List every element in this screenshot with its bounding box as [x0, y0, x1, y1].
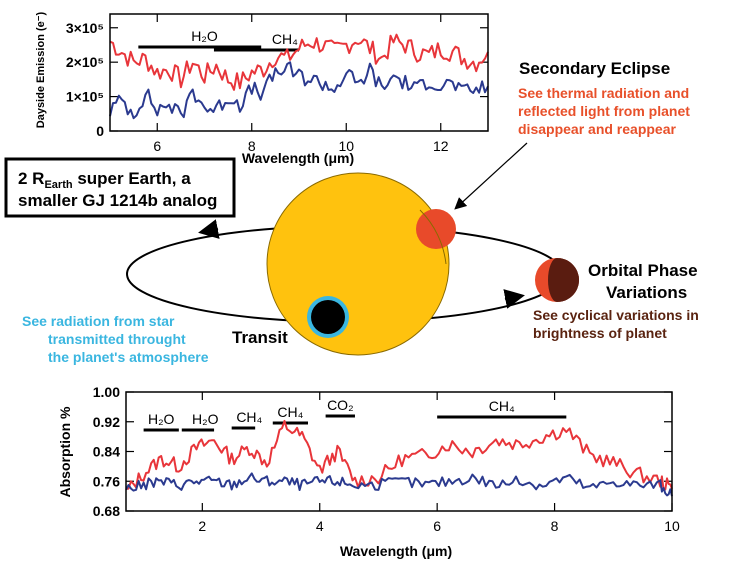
secondary-eclipse-line1: See thermal radiation and — [518, 85, 689, 101]
series-blue-line — [125, 472, 673, 497]
absorption-series — [125, 419, 673, 497]
y-tick-label: 0 — [96, 123, 104, 139]
y-tick-label: 0.68 — [93, 503, 120, 519]
secondary-eclipse-title: Secondary Eclipse — [519, 59, 670, 78]
y-tick-label: 0.92 — [93, 414, 120, 430]
y-tick-label: 1×10⁵ — [66, 89, 104, 105]
orbit-diagram: 2 REarth super Earth, a smaller GJ 1214b… — [4, 59, 699, 365]
emission-x-label: Wavelength (μm) — [242, 150, 354, 166]
transit-planet — [311, 300, 345, 334]
transit-line1: See radiation from star — [22, 313, 175, 329]
orbit-arrow-right-icon — [503, 289, 525, 309]
x-tick-label: 8 — [248, 138, 256, 154]
planet-box-line2: smaller GJ 1214b analog — [18, 191, 217, 210]
star-edge — [419, 209, 447, 265]
x-tick-label: 6 — [153, 138, 161, 154]
series-blue-line — [109, 61, 489, 120]
absorption-bands: H₂O H₂O CH₄ CH₄ CO₂ CH₄ — [143, 397, 567, 432]
absorption-plot-frame — [125, 391, 673, 512]
x-tick-label: 2 — [198, 518, 206, 534]
transit-title: Transit — [232, 328, 288, 347]
orbital-phase-line1: See cyclical variations in — [533, 307, 699, 323]
planet-box-line1: 2 REarth super Earth, a — [18, 169, 191, 191]
band-label: H₂O — [192, 411, 219, 427]
x-tick-label: 12 — [433, 138, 449, 154]
emission-chart: Dayside Emission (e⁻) 6 8 10 12 0 1×10⁵ 2×10⁵ 3… — [35, 11, 489, 166]
band-label: H₂O — [148, 411, 175, 427]
orbital-phase-title-line2: Variations — [606, 283, 687, 302]
secondary-eclipse-line2: reflected light from planet — [518, 103, 690, 119]
secondary-eclipse-line3: disappear and reappear — [518, 121, 677, 137]
absorption-chart: Absorption % 2 4 6 8 100.680.760.840.921.00 … — [57, 384, 680, 559]
band-label: CH₄ — [272, 31, 298, 47]
absorption-y-label: Absorption % — [57, 406, 73, 498]
band-label: H₂O — [191, 28, 218, 44]
x-tick-label: 8 — [551, 518, 559, 534]
y-tick-label: 3×10⁵ — [66, 20, 104, 36]
band-label: CH₄ — [489, 398, 515, 414]
x-tick-label: 6 — [433, 518, 441, 534]
x-tick-label: 4 — [316, 518, 324, 534]
orbit-arrow-left-icon — [198, 219, 220, 239]
absorption-x-label: Wavelength (μm) — [340, 543, 452, 559]
orbital-phase-title-line1: Orbital Phase — [588, 261, 698, 280]
band-label: CO₂ — [327, 397, 353, 413]
transit-line2: transmitted throught — [48, 331, 186, 347]
band-label: CH₄ — [277, 404, 303, 420]
x-tick-label: 10 — [664, 518, 680, 534]
emission-y-label: Dayside Emission (e⁻) — [35, 11, 47, 128]
transit-line3: the planet's atmosphere — [48, 349, 209, 365]
emission-series — [109, 33, 489, 120]
emission-bands: H₂O CH₄ — [138, 28, 299, 52]
y-tick-label: 0.76 — [93, 473, 120, 489]
planet-description-box: 2 REarth super Earth, a smaller GJ 1214b… — [4, 157, 236, 218]
series-red-line — [109, 33, 489, 91]
band-label: CH₄ — [236, 409, 262, 425]
star — [266, 172, 450, 356]
eclipse-planet — [416, 209, 456, 249]
y-tick-label: 1.00 — [93, 384, 120, 400]
eclipse-pointer-arrow-icon — [454, 142, 528, 210]
y-tick-label: 2×10⁵ — [66, 54, 104, 70]
phase-planet — [535, 258, 579, 302]
emission-plot-frame — [109, 13, 489, 132]
y-tick-label: 0.84 — [93, 444, 120, 460]
absorption-ticks: 2 4 6 8 10 0.68 0.76 0.84 0.92 1.00 — [93, 384, 680, 534]
x-tick-label: 10 — [338, 138, 354, 154]
orbital-phase-line2: brightness of planet — [533, 325, 667, 341]
